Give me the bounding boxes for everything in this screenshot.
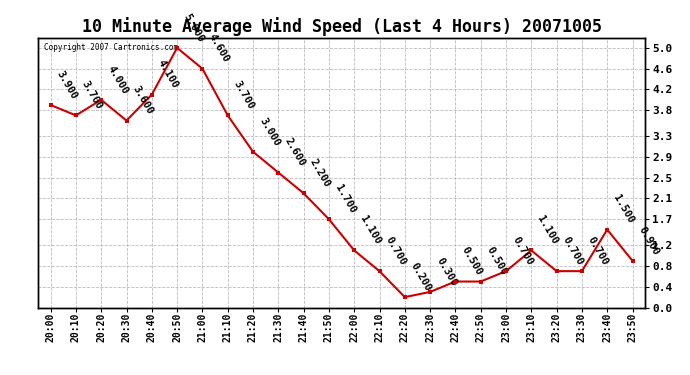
Text: 3.000: 3.000 bbox=[257, 116, 282, 148]
Text: 4.100: 4.100 bbox=[156, 58, 180, 90]
Text: Copyright 2007 Cartronics.com: Copyright 2007 Cartronics.com bbox=[44, 43, 178, 52]
Text: 3.700: 3.700 bbox=[232, 79, 256, 111]
Text: 0.900: 0.900 bbox=[637, 225, 661, 256]
Text: 0.200: 0.200 bbox=[409, 261, 433, 293]
Text: 0.300: 0.300 bbox=[434, 256, 459, 288]
Text: 3.600: 3.600 bbox=[130, 84, 155, 116]
Text: 0.700: 0.700 bbox=[510, 235, 535, 267]
Text: 5.000: 5.000 bbox=[181, 12, 206, 44]
Title: 10 Minute Average Wind Speed (Last 4 Hours) 20071005: 10 Minute Average Wind Speed (Last 4 Hou… bbox=[81, 17, 602, 36]
Text: 1.700: 1.700 bbox=[333, 183, 357, 215]
Text: 2.600: 2.600 bbox=[282, 136, 307, 168]
Text: 0.500: 0.500 bbox=[460, 245, 484, 278]
Text: 3.700: 3.700 bbox=[80, 79, 104, 111]
Text: 0.700: 0.700 bbox=[384, 235, 408, 267]
Text: 1.100: 1.100 bbox=[358, 214, 383, 246]
Text: 1.500: 1.500 bbox=[611, 194, 635, 225]
Text: 0.500: 0.500 bbox=[485, 245, 509, 278]
Text: 1.100: 1.100 bbox=[535, 214, 560, 246]
Text: 0.700: 0.700 bbox=[561, 235, 585, 267]
Text: 4.000: 4.000 bbox=[106, 64, 130, 96]
Text: 4.600: 4.600 bbox=[206, 32, 231, 64]
Text: 0.700: 0.700 bbox=[586, 235, 611, 267]
Text: 3.900: 3.900 bbox=[55, 69, 79, 101]
Text: 2.200: 2.200 bbox=[308, 157, 332, 189]
